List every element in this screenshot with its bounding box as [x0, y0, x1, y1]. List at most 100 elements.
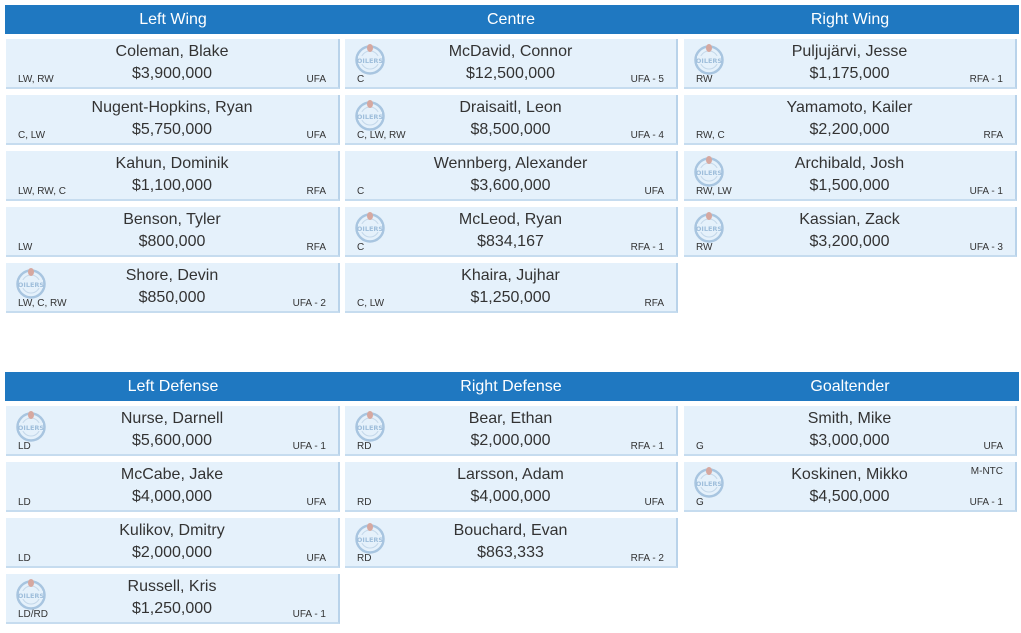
contract-clause: M-NTC: [970, 466, 1003, 477]
player-position: C: [357, 242, 365, 253]
contract-status: UFA - 3: [969, 242, 1003, 253]
team-logo-icon: OILERS: [694, 467, 724, 498]
player-name: Puljujärvi, Jesse: [791, 43, 908, 60]
contract-status: UFA: [306, 130, 326, 141]
team-logo-icon: OILERS: [355, 411, 385, 442]
player-card[interactable]: OILERS McLeod, Ryan $834,167 C RFA - 1: [345, 207, 678, 257]
player-card[interactable]: McCabe, Jake $4,000,000 LD UFA: [6, 462, 340, 512]
contract-status: UFA - 1: [292, 441, 326, 452]
player-card[interactable]: OILERS Puljujärvi, Jesse $1,175,000 RW RFA -…: [684, 39, 1017, 89]
contract-status: RFA: [306, 186, 326, 197]
svg-text:OILERS: OILERS: [696, 225, 723, 233]
contract-status: UFA: [306, 497, 326, 508]
player-salary: $834,167: [477, 233, 544, 250]
player-name: Yamamoto, Kailer: [786, 99, 913, 116]
header-goaltender: Goaltender: [810, 378, 890, 395]
player-card[interactable]: OILERS Bear, Ethan $2,000,000 RD RFA - 1: [345, 406, 678, 456]
player-card[interactable]: OILERS Bouchard, Evan $863,333 RD RFA - 2: [345, 518, 678, 568]
player-name: McDavid, Connor: [448, 43, 573, 60]
svg-text:OILERS: OILERS: [18, 281, 45, 289]
player-salary: $2,200,000: [809, 121, 890, 138]
player-name: Bear, Ethan: [468, 410, 553, 427]
header-left-defense: Left Defense: [127, 378, 219, 395]
player-position: RD: [357, 553, 372, 564]
player-name: Archibald, Josh: [794, 155, 905, 172]
team-logo-icon: OILERS: [694, 212, 724, 243]
player-card[interactable]: Coleman, Blake $3,900,000 LW, RW UFA: [6, 39, 340, 89]
contract-status: UFA: [644, 497, 664, 508]
player-position: RW: [696, 74, 713, 85]
player-position: LD: [18, 441, 31, 452]
player-salary: $3,900,000: [131, 65, 213, 82]
player-card[interactable]: OILERS Shore, Devin $850,000 LW, C, RW UFA -…: [6, 263, 340, 313]
player-name: Russell, Kris: [127, 578, 217, 595]
player-salary: $5,600,000: [131, 432, 213, 449]
player-card[interactable]: OILERS Russell, Kris $1,250,000 LD/RD UFA - …: [6, 574, 340, 624]
contract-status: UFA: [306, 553, 326, 564]
contract-status: UFA - 1: [292, 609, 326, 620]
svg-text:OILERS: OILERS: [357, 113, 384, 121]
player-card[interactable]: OILERS Kassian, Zack $3,200,000 RW UFA - 3: [684, 207, 1017, 257]
header-right-defense: Right Defense: [460, 378, 562, 395]
team-logo-icon: OILERS: [16, 268, 46, 299]
player-card[interactable]: Nugent-Hopkins, Ryan $5,750,000 C, LW UFA: [6, 95, 340, 145]
team-logo-icon: OILERS: [355, 523, 385, 554]
svg-text:OILERS: OILERS: [18, 592, 45, 600]
player-name: Smith, Mike: [807, 410, 892, 427]
player-salary: $1,100,000: [131, 177, 213, 194]
player-card[interactable]: Wennberg, Alexander $3,600,000 C UFA: [345, 151, 678, 201]
player-card[interactable]: OILERS Koskinen, Mikko $4,500,000 G UFA - 1 M…: [684, 462, 1017, 512]
contract-status: UFA - 2: [292, 298, 326, 309]
contract-status: RFA: [306, 242, 326, 253]
contract-status: RFA: [644, 298, 664, 309]
player-position: G: [696, 441, 704, 452]
player-name: McLeod, Ryan: [458, 211, 563, 228]
player-salary: $1,250,000: [131, 600, 213, 617]
player-name: Coleman, Blake: [115, 43, 229, 60]
player-card[interactable]: Kulikov, Dmitry $2,000,000 LD UFA: [6, 518, 340, 568]
player-name: Kulikov, Dmitry: [119, 522, 225, 539]
contract-status: UFA: [306, 74, 326, 85]
player-salary: $12,500,000: [466, 65, 555, 82]
player-card[interactable]: Kahun, Dominik $1,100,000 LW, RW, C RFA: [6, 151, 340, 201]
player-position: RD: [357, 441, 372, 452]
player-card[interactable]: OILERS Draisaitl, Leon $8,500,000 C, LW, RW…: [345, 95, 678, 145]
header-centre: Centre: [486, 11, 536, 28]
player-card[interactable]: Smith, Mike $3,000,000 G UFA: [684, 406, 1017, 456]
contract-status: RFA: [983, 130, 1003, 141]
player-card[interactable]: Larsson, Adam $4,000,000 RD UFA: [345, 462, 678, 512]
defense-header: Left Defense Right Defense Goaltender: [5, 372, 1019, 401]
player-card[interactable]: Yamamoto, Kailer $2,200,000 RW, C RFA: [684, 95, 1017, 145]
contract-status: RFA - 1: [630, 441, 664, 452]
player-card[interactable]: Benson, Tyler $800,000 LW RFA: [6, 207, 340, 257]
player-salary: $1,175,000: [809, 65, 890, 82]
contract-status: UFA - 1: [969, 497, 1003, 508]
contract-status: UFA - 4: [630, 130, 664, 141]
player-name: Nugent-Hopkins, Ryan: [91, 99, 253, 116]
team-logo-icon: OILERS: [16, 411, 46, 442]
player-position: LW: [18, 242, 33, 253]
team-logo-icon: OILERS: [355, 100, 385, 131]
contract-status: UFA: [644, 186, 664, 197]
player-salary: $1,500,000: [809, 177, 890, 194]
forwards-header: Left Wing Centre Right Wing: [5, 5, 1019, 34]
player-salary: $3,600,000: [470, 177, 551, 194]
player-name: McCabe, Jake: [120, 466, 224, 483]
player-position: C: [357, 186, 365, 197]
player-salary: $2,000,000: [470, 432, 551, 449]
svg-text:OILERS: OILERS: [357, 424, 384, 432]
player-position: RW, C: [696, 130, 725, 141]
svg-text:OILERS: OILERS: [696, 57, 723, 65]
player-card[interactable]: OILERS Nurse, Darnell $5,600,000 LD UFA - 1: [6, 406, 340, 456]
player-card[interactable]: OILERS McDavid, Connor $12,500,000 C UFA - 5: [345, 39, 678, 89]
team-logo-icon: OILERS: [694, 44, 724, 75]
player-name: Bouchard, Evan: [453, 522, 568, 539]
player-card[interactable]: Khaira, Jujhar $1,250,000 C, LW RFA: [345, 263, 678, 313]
svg-text:OILERS: OILERS: [18, 424, 45, 432]
contract-status: RFA - 1: [630, 242, 664, 253]
contract-status: UFA - 1: [969, 186, 1003, 197]
player-card[interactable]: OILERS Archibald, Josh $1,500,000 RW, LW UFA…: [684, 151, 1017, 201]
player-salary: $4,000,000: [470, 488, 551, 505]
player-position: RW: [696, 242, 713, 253]
player-name: Benson, Tyler: [123, 211, 221, 228]
